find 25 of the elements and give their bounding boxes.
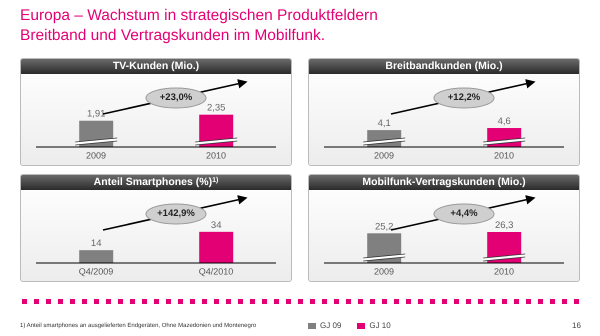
x-tick-label: 2010 [494, 266, 514, 276]
chart-title: TV-Kunden (Mio.) [112, 60, 200, 72]
data-label: 26,3 [494, 220, 514, 232]
text: Breitband und Vertragskunden im Mobilfunk. [20, 26, 326, 46]
x-tick-label: 2010 [494, 150, 514, 160]
x-tick-label: 2010 [206, 150, 226, 160]
data-label: 4,6 [498, 116, 511, 128]
text: 16 [572, 321, 581, 330]
x-tick-label: 2009 [374, 266, 394, 276]
x-tick-label: Q4/2009 [78, 266, 114, 276]
data-label: 4,1 [378, 118, 391, 130]
data-label: 14 [90, 238, 102, 250]
x-tick-label: Q4/2010 [198, 266, 234, 276]
legend-label: GJ 10 [369, 321, 391, 330]
chart-title: Anteil Smartphones (%)$^{1)}$ [94, 176, 218, 188]
data-label: 2,35 [206, 102, 226, 114]
chart-title: Breitbandkunden (Mio.) [385, 60, 503, 72]
text: Europa – Wachstum in strategischen Produktfeldern [20, 6, 378, 26]
legend-label: GJ 09 [320, 321, 342, 330]
data-label: 34 [210, 220, 222, 231]
data-label: 1,91 [86, 108, 106, 120]
chart-title: Mobilfunk-Vertragskunden (Mio.) [362, 176, 526, 188]
data-label: 25,2 [374, 221, 394, 232]
x-tick-label: 2009 [374, 150, 394, 160]
x-tick-label: 2009 [86, 150, 106, 160]
